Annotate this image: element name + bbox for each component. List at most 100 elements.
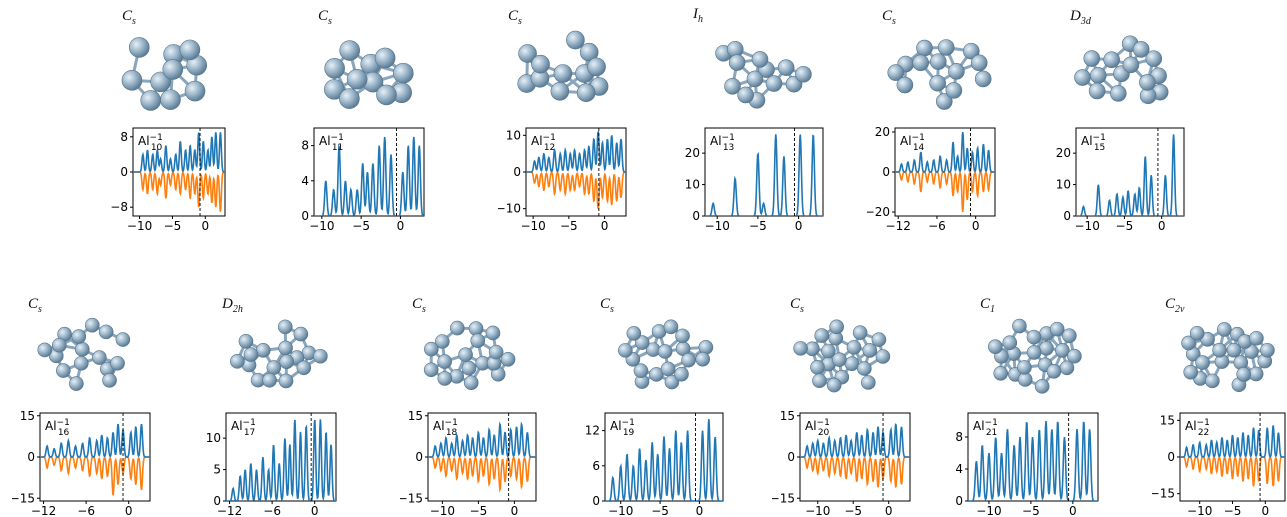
atom	[737, 86, 754, 104]
series-spin-up	[226, 419, 336, 501]
point-group-label: D2h	[222, 296, 243, 315]
y-tick-label: −15	[400, 491, 423, 505]
atom	[1183, 364, 1199, 380]
atom	[313, 348, 328, 364]
atom	[346, 68, 368, 90]
atom	[150, 71, 171, 93]
point-group-subscript: s	[800, 304, 804, 315]
y-tick-label: 0	[592, 494, 600, 508]
x-tick-label: −5	[844, 504, 862, 517]
cluster-label: Al−1 18	[433, 418, 458, 438]
atom	[238, 333, 254, 349]
dos-plot-al22: −10 −5 0 15 0 −15 Al−1 22	[1152, 412, 1286, 517]
y-tick-label: 8	[120, 130, 128, 144]
atom	[846, 340, 862, 355]
atom	[278, 373, 294, 389]
series-spin-down	[800, 456, 910, 489]
dos-plot-al19: −10 −5 0 12 6 0 Al−1 19	[585, 412, 724, 517]
y-tick-label: 12	[585, 424, 600, 438]
atom	[339, 40, 361, 61]
atom	[51, 337, 67, 353]
atom	[1049, 321, 1065, 337]
atom	[461, 360, 477, 376]
atom	[626, 326, 642, 341]
atom	[929, 74, 946, 92]
point-group-label: Cs	[412, 296, 426, 315]
point-group-symbol: C	[1165, 296, 1176, 312]
atom	[468, 321, 484, 336]
x-tick-label: −10	[309, 219, 334, 232]
x-tick-label: −12	[217, 504, 242, 517]
point-group-symbol: C	[122, 8, 133, 24]
atom	[793, 341, 808, 356]
x-tick-label: −5	[1116, 219, 1134, 232]
atom	[98, 324, 114, 340]
x-tick-label: −5	[1224, 504, 1242, 517]
atom	[1055, 343, 1070, 358]
series-spin-up	[526, 130, 626, 173]
atom	[518, 44, 537, 63]
y-tick-label: −8	[110, 200, 128, 214]
cluster-label: Al−1 22	[1185, 418, 1210, 438]
atom	[844, 356, 860, 371]
atom	[962, 42, 980, 60]
plot-frame	[967, 412, 1099, 502]
y-tick-label: 0	[955, 494, 963, 508]
series-spin-down	[40, 456, 150, 496]
y-tick-label: 15	[780, 411, 795, 423]
atom	[488, 344, 504, 360]
atom	[887, 64, 905, 81]
series-spin-up	[314, 136, 424, 216]
atom	[277, 319, 293, 335]
point-group-label: Cs	[790, 296, 804, 315]
cluster-structure-al21	[988, 318, 1082, 394]
x-tick-label: 0	[1069, 504, 1077, 517]
atom	[115, 332, 131, 347]
y-tick-label: 15	[20, 411, 35, 423]
series-spin-up	[895, 131, 995, 173]
cluster-label: Al−1 17	[231, 418, 256, 438]
point-group-symbol: I	[693, 6, 698, 22]
atom	[74, 342, 90, 357]
cluster-structure-al10	[121, 37, 207, 111]
atom	[255, 342, 271, 358]
atom	[777, 59, 795, 76]
atom	[1067, 348, 1082, 364]
atom	[660, 361, 676, 377]
point-group-label: Cs	[28, 296, 42, 315]
atom	[296, 360, 312, 376]
series-spin-down	[526, 171, 626, 210]
atom	[1132, 41, 1150, 58]
atom	[374, 47, 396, 69]
atom	[871, 332, 887, 347]
atom	[765, 75, 783, 92]
point-group-symbol: D	[1070, 8, 1081, 24]
atom	[746, 70, 764, 88]
x-tick-label: −10	[608, 504, 633, 517]
atom	[110, 355, 125, 371]
point-group-label: C1	[980, 296, 995, 315]
atom	[1012, 318, 1027, 334]
point-group-subscript: 2v	[1175, 304, 1185, 315]
series-spin-up	[705, 134, 823, 216]
cluster-label: Al−1 10	[138, 133, 163, 153]
y-tick-label: 8	[955, 430, 963, 444]
atom	[423, 362, 439, 378]
atom	[230, 354, 245, 369]
x-tick-label: −10	[705, 219, 730, 232]
y-tick-label: 4	[955, 462, 963, 476]
x-tick-label: −6	[928, 219, 946, 232]
atom	[728, 54, 746, 71]
dos-plot-al13: −10 −5 0 20 10 0 Al−1 13	[685, 127, 824, 232]
atom	[814, 328, 830, 343]
atom	[1109, 85, 1127, 102]
atom	[1017, 360, 1032, 375]
series-spin-up	[428, 421, 536, 458]
point-group-subscript: h	[698, 14, 703, 25]
atom	[1181, 335, 1196, 351]
series-spin-up	[1180, 425, 1285, 458]
y-tick-label: 10	[506, 128, 521, 142]
atom	[861, 375, 876, 390]
atom	[184, 80, 206, 102]
atom	[531, 54, 550, 74]
